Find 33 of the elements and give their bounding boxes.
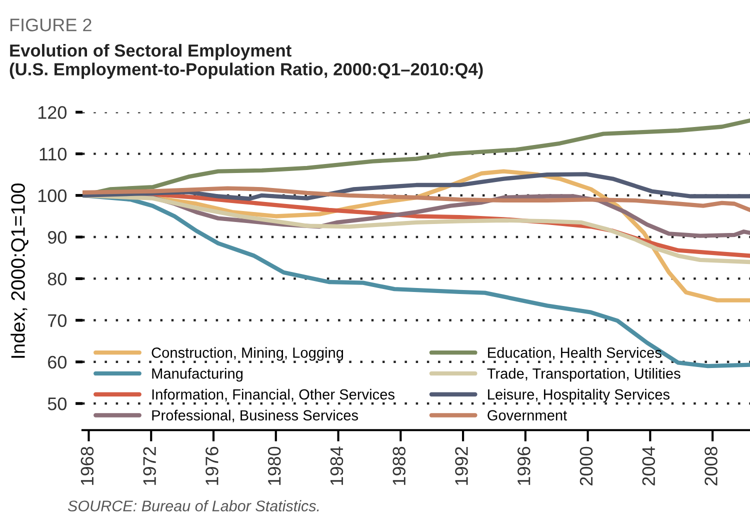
y-axis-title: Index, 2000:Q1=100 [10,184,28,358]
x-tick-label: 2008 [704,446,718,486]
x-tick-label: 1992 [455,447,468,485]
y-tick-label: 100 [38,189,67,202]
x-tick-label: 1984 [330,446,344,485]
line-series [82,172,750,201]
x-tick-label: 2000 [580,446,593,486]
x-tick-label: 1996 [517,446,530,485]
y-tick-label: 60 [48,356,67,369]
line-series [82,186,750,212]
x-tick-label: 1972 [143,447,156,485]
y-tick-label: 50 [48,397,67,410]
chart-title: Evolution of Sectoral Employment (U.S. Employment-to-Population Ratio, 2000:Q1–2010:Q4) [10,44,483,79]
y-tick-label: 90 [48,230,67,244]
y-tick-label: 110 [40,148,67,161]
legend-label: Manufacturing [152,368,243,382]
legend-label: Government [488,410,568,420]
y-tick-label: 80 [48,272,67,286]
x-tick-label: 1988 [392,446,406,485]
legend-label: Information, Financial, Other Services [152,388,394,402]
x-tick-label: 1980 [268,446,281,485]
source-note: SOURCE: Bureau of Labor Statistics. [68,500,319,512]
x-tick-label: 1968 [80,446,94,485]
y-tick-label: 120 [38,106,67,119]
x-tick-label: 1976 [206,446,218,485]
legend-label: Construction, Mining, Logging [152,347,344,361]
x-tick-label: 2004 [642,446,656,486]
legend-label: Professional, Business Services [152,410,358,422]
legend-label: Leisure, Hospitality Services [488,388,670,402]
chart-subtitle: FIGURE 2 [10,18,92,32]
y-tick-label: 70 [48,314,67,327]
legend-label: Education, Health Services [488,347,662,360]
legend-label: Trade, Transportation, Utilities [487,368,680,382]
